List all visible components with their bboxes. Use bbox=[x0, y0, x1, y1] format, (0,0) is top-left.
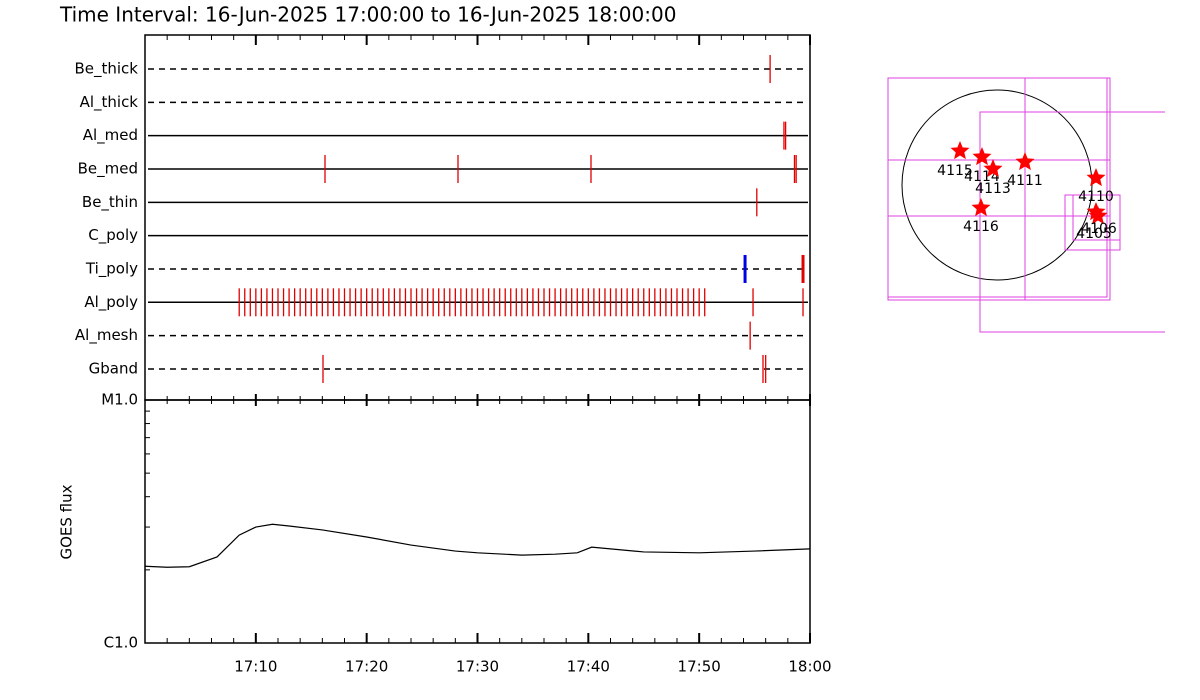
goes-curve bbox=[144, 523, 811, 568]
y-axis-label: GOES flux bbox=[58, 484, 76, 559]
region-label: 4106 bbox=[1081, 221, 1117, 237]
y-tick-label: C1.0 bbox=[104, 634, 138, 652]
x-tick-label: 17:20 bbox=[345, 658, 388, 676]
fov-box bbox=[1072, 194, 1121, 241]
row-label: Al_mesh bbox=[75, 326, 138, 345]
region-label: 4115 bbox=[937, 163, 973, 179]
region-star bbox=[1088, 206, 1108, 225]
row-label: Be_med bbox=[78, 159, 138, 178]
row-label: Al_poly bbox=[84, 293, 138, 312]
y-tick-label: M1.0 bbox=[101, 391, 138, 409]
region-label: 4116 bbox=[963, 219, 999, 235]
fov-box bbox=[887, 77, 1108, 298]
row-label: Be_thin bbox=[82, 193, 138, 212]
row-label: Al_thick bbox=[80, 93, 139, 112]
sun-map bbox=[887, 77, 1165, 333]
region-label: 4113 bbox=[975, 181, 1011, 197]
x-tick-label: 17:50 bbox=[678, 658, 721, 676]
region-star bbox=[1086, 168, 1106, 187]
region-label: 4110 bbox=[1078, 189, 1114, 205]
x-tick-label: 17:30 bbox=[456, 658, 499, 676]
x-tick-label: 18:00 bbox=[788, 658, 831, 676]
region-label: 4111 bbox=[1007, 173, 1043, 189]
title: Time Interval: 16-Jun-2025 17:00:00 to 1… bbox=[59, 3, 676, 27]
region-star bbox=[972, 147, 992, 166]
region-star bbox=[1015, 152, 1035, 171]
row-label: C_poly bbox=[88, 226, 138, 245]
solar-disk bbox=[901, 89, 1093, 281]
goes-frame bbox=[144, 399, 811, 644]
row-label: Ti_poly bbox=[85, 259, 138, 278]
x-tick-label: 17:10 bbox=[234, 658, 277, 676]
region-star bbox=[950, 141, 970, 160]
row-label: Al_med bbox=[83, 126, 138, 145]
x-tick-label: 17:40 bbox=[567, 658, 610, 676]
row-label: Be_thick bbox=[74, 60, 138, 79]
region-star bbox=[983, 159, 1003, 178]
region-label: 4105 bbox=[1076, 226, 1112, 242]
row-label: Gband bbox=[89, 359, 138, 377]
timeline-frame bbox=[144, 34, 811, 401]
region-star bbox=[971, 198, 991, 217]
fov-box bbox=[979, 111, 1165, 333]
